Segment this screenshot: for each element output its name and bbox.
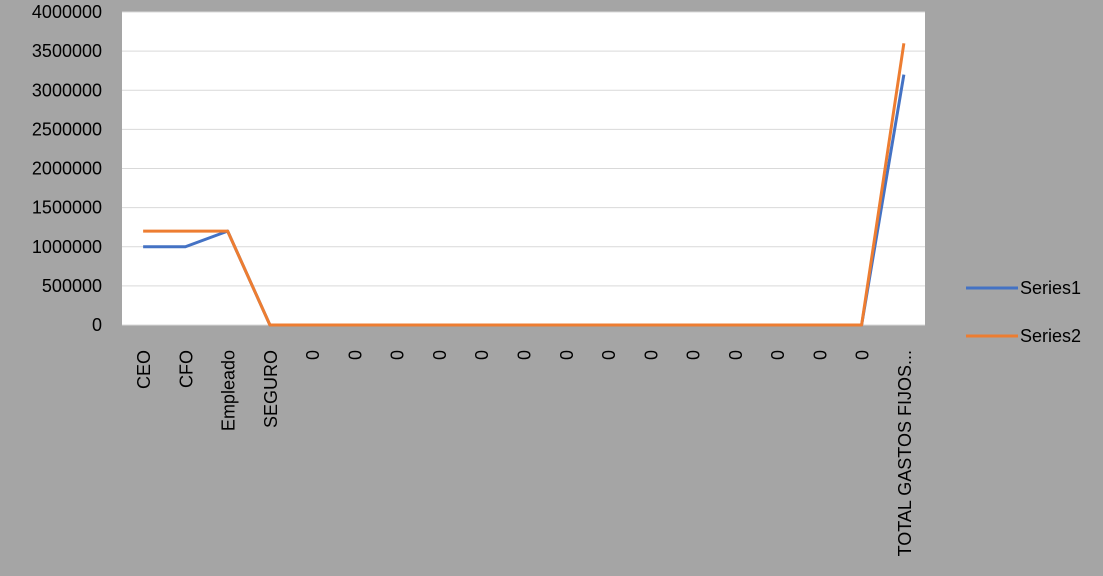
y-tick-label: 3500000 — [32, 41, 102, 61]
x-tick-label: 0 — [515, 350, 535, 360]
y-tick-label: 500000 — [42, 276, 102, 296]
y-tick-label: 2500000 — [32, 119, 102, 139]
gridlines — [122, 11, 925, 326]
x-tick-label: 0 — [599, 350, 619, 360]
x-tick-label: 0 — [641, 350, 661, 360]
y-tick-label: 3000000 — [32, 80, 102, 100]
y-tick-label: 1000000 — [32, 237, 102, 257]
y-tick-label: 4000000 — [32, 2, 102, 22]
x-axis-tick-labels: CEO CFO Empleado SEGURO 0 0 0 0 0 0 0 0 0 0 0 0 0 0 TOTAL … — [134, 350, 915, 556]
x-tick-label: 0 — [853, 350, 873, 360]
x-tick-label: 0 — [557, 350, 577, 360]
x-tick-label: 0 — [684, 350, 704, 360]
series-line-2 — [143, 43, 906, 327]
y-tick-label: 0 — [92, 315, 102, 335]
x-tick-label: 0 — [768, 350, 788, 360]
x-tick-label: CEO — [134, 350, 154, 389]
x-tick-label: TOTAL GASTOS FIJOS... — [895, 350, 915, 556]
x-tick-label: 0 — [430, 350, 450, 360]
legend-label: Series2 — [1020, 326, 1081, 346]
x-tick-label: 0 — [388, 350, 408, 360]
x-tick-label: 0 — [303, 350, 323, 360]
x-tick-label: CFO — [176, 350, 196, 388]
x-tick-label: 0 — [726, 350, 746, 360]
legend-label: Series1 — [1020, 278, 1081, 298]
y-axis-tick-labels: 0 500000 1000000 1500000 2000000 2500000 30000… — [32, 2, 102, 335]
legend: Series1 Series2 — [966, 278, 1081, 346]
x-tick-label: SEGURO — [261, 350, 281, 428]
x-tick-label: 0 — [472, 350, 492, 360]
x-tick-label: Empleado — [219, 350, 239, 431]
y-tick-label: 2000000 — [32, 159, 102, 179]
y-tick-label: 1500000 — [32, 198, 102, 218]
x-tick-label: 0 — [345, 350, 365, 360]
series-lines — [143, 43, 906, 327]
x-tick-label: 0 — [810, 350, 830, 360]
